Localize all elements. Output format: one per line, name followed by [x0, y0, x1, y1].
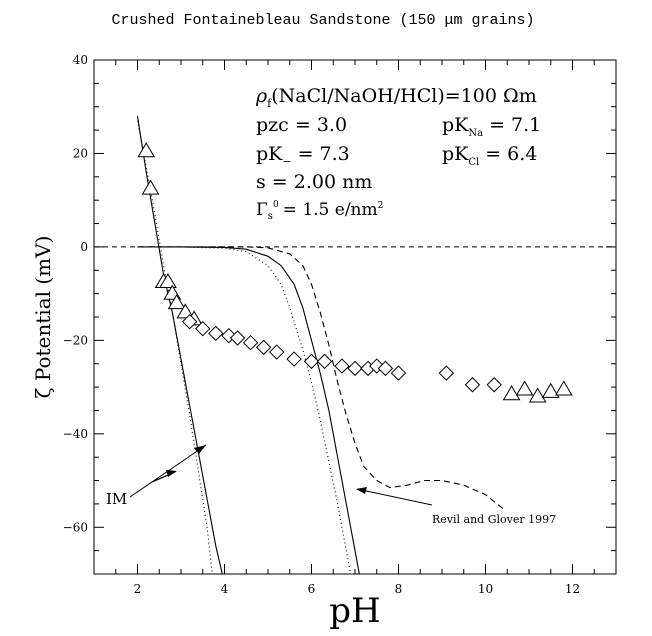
param-pk-na: pKNa = 7.1 [442, 114, 541, 139]
triangle-marker [167, 293, 186, 310]
curve-dotted-3 [136, 120, 213, 574]
axis-ticks: 2 4 6 8 10 12 −60 −40 −20 0 20 40 [63, 53, 617, 596]
annotation-im-label: IM [106, 490, 127, 508]
x-tick-label: 10 [478, 582, 493, 596]
diamond-marker [286, 351, 302, 367]
curve-dotted-5 [137, 246, 352, 574]
diamond-marker [316, 353, 333, 370]
y-tick-label: −40 [63, 427, 88, 441]
triangle-marker [541, 382, 560, 398]
x-tick-label: 8 [395, 582, 403, 596]
diamond-marker [390, 365, 407, 381]
triangle-marker [515, 380, 534, 396]
param-pk-cl: pKCl = 6.4 [442, 143, 537, 168]
triangle-marker [554, 380, 573, 396]
y-tick-label: 0 [80, 240, 88, 254]
diamond-marker [464, 377, 481, 393]
diamond-marker [255, 339, 272, 356]
y-tick-label: −60 [63, 520, 88, 534]
param-gamma: Γs0 = 1.5 e/nm2 [256, 200, 383, 222]
triangle-marker [141, 179, 160, 195]
diamond-marker [181, 313, 198, 330]
triangle-marker [137, 142, 156, 158]
curve-solid-4 [137, 246, 360, 574]
curve-solid-2 [136, 116, 223, 574]
annotation-im-arrowhead-1 [194, 445, 206, 454]
param-pzc: pzc = 3.0 [256, 114, 347, 136]
annotation-revil: Revil and Glover 1997 [356, 487, 556, 526]
annotation-im-arrowhead-2 [166, 470, 177, 477]
triangle-marker [502, 385, 521, 401]
diamond-marker [195, 320, 211, 337]
curve-dashed-6 [137, 246, 504, 510]
diamond-marker [208, 325, 224, 342]
diamond-marker [242, 334, 259, 351]
model-curves [136, 116, 504, 574]
annotation-im: IM [106, 444, 207, 508]
diamond-marker [438, 365, 455, 381]
param-pk-minus: pK− = 7.3 [256, 143, 350, 168]
y-tick-label: 40 [73, 53, 88, 67]
annotation-revil-label: Revil and Glover 1997 [432, 513, 556, 526]
x-tick-label: 12 [565, 582, 580, 596]
diamond-marker [486, 377, 502, 393]
parameter-box: ρf(NaCl/NaOH/HCl)=100 Ωm pzc = 3.0 pK− = … [255, 85, 541, 222]
diamond-marker [229, 330, 246, 346]
triangle-marker [159, 272, 177, 289]
y-axis-label: ζ Potential (mV) [31, 236, 55, 399]
diamond-marker [303, 353, 320, 370]
diamond-marker [334, 358, 350, 374]
x-tick-label: 6 [308, 582, 316, 596]
triangle-marker [528, 387, 547, 403]
diamond-marker [377, 360, 394, 377]
plot-frame [93, 59, 617, 575]
x-tick-label: 2 [134, 582, 142, 596]
x-axis-label: pH [329, 591, 380, 631]
x-tick-label: 4 [221, 582, 229, 596]
annotation-revil-arrow [356, 488, 433, 506]
y-tick-label: −20 [63, 333, 88, 347]
chart-title: Crushed Fontainebleau Sandstone (150 μm … [111, 12, 534, 29]
data-markers [137, 142, 573, 403]
diamond-marker [268, 344, 285, 360]
param-resistivity: ρf(NaCl/NaOH/HCl)=100 Ωm [255, 85, 537, 110]
diamond-marker [347, 360, 363, 377]
param-s: s = 2.00 nm [256, 171, 372, 193]
annotation-revil-arrowhead [356, 487, 367, 494]
y-tick-label: 20 [73, 146, 88, 160]
